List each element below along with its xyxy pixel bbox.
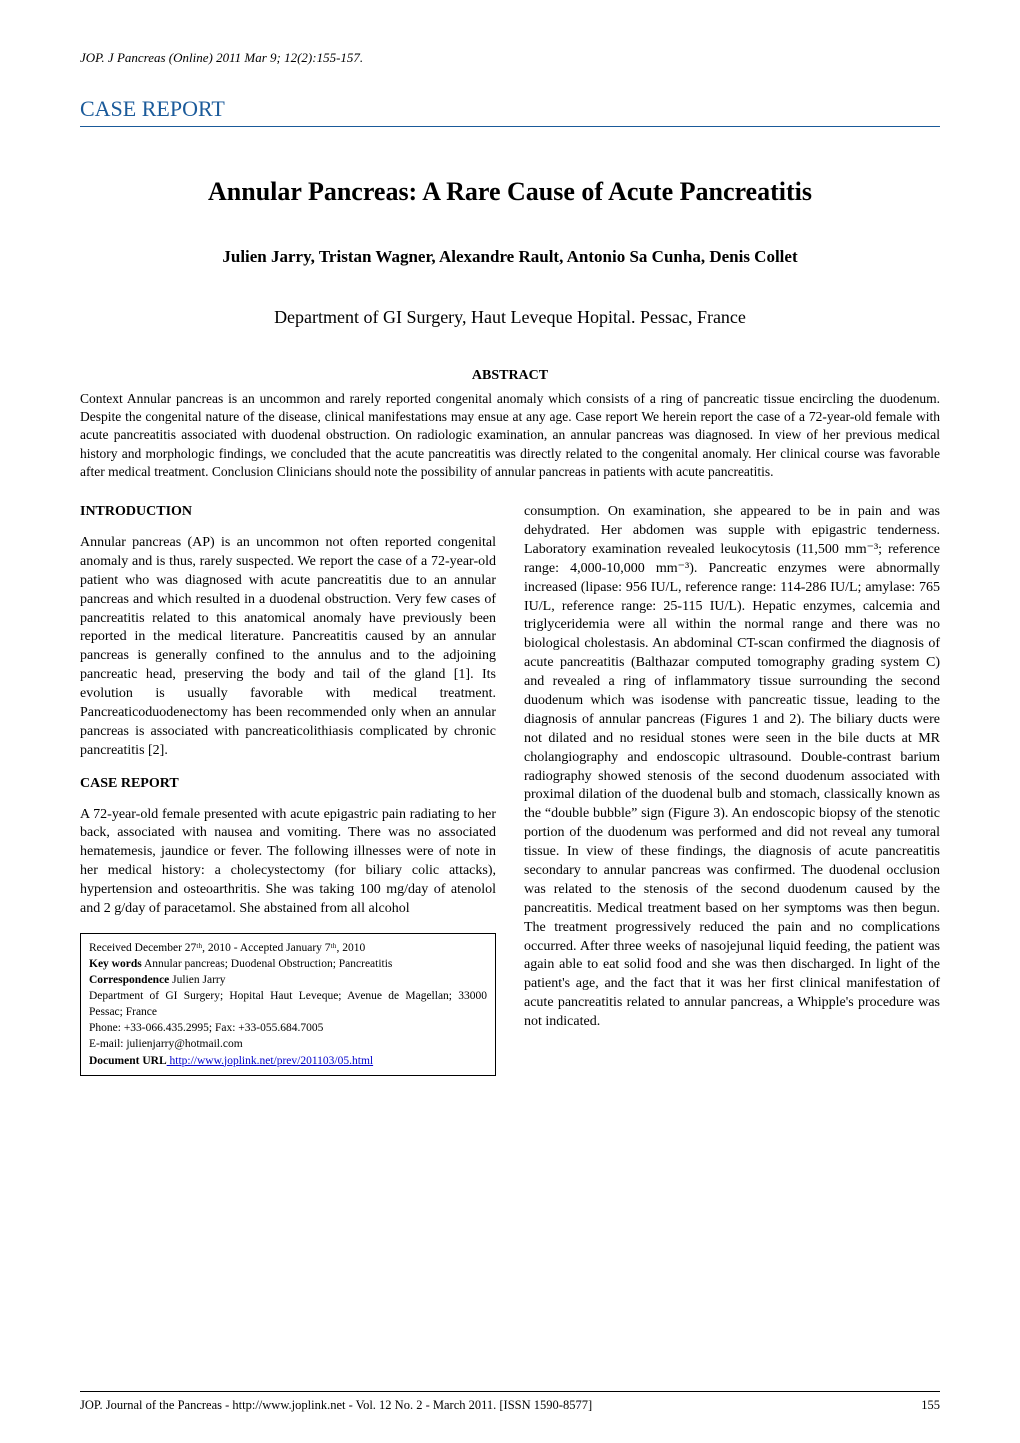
case-report-heading: CASE REPORT [80, 775, 496, 794]
affiliation: Department of GI Surgery, Haut Leveque H… [80, 307, 940, 328]
author-list: Julien Jarry, Tristan Wagner, Alexandre … [80, 247, 940, 267]
url-label: Document URL [89, 1055, 167, 1067]
abstract-text: Context Annular pancreas is an uncommon … [80, 390, 940, 481]
keywords-label: Key words [89, 958, 142, 970]
case-paragraph-2: consumption. On examination, she appeare… [524, 503, 940, 1032]
correspondence-name: Julien Jarry [169, 974, 225, 986]
correspondence-line: Correspondence Julien Jarry [89, 972, 487, 988]
phone-line: Phone: +33-066.435.2995; Fax: +33-055.68… [89, 1020, 487, 1036]
correspondence-label: Correspondence [89, 974, 169, 986]
page-footer: JOP. Journal of the Pancreas - http://ww… [80, 1391, 940, 1413]
section-label: CASE REPORT [80, 96, 940, 122]
running-header: JOP. J Pancreas (Online) 2011 Mar 9; 12(… [80, 50, 940, 66]
keywords-line: Key words Annular pancreas; Duodenal Obs… [89, 956, 487, 972]
email-line: E-mail: julienjarry@hotmail.com [89, 1036, 487, 1052]
footer-left: JOP. Journal of the Pancreas - http://ww… [80, 1398, 592, 1413]
case-paragraph-1: A 72-year-old female presented with acut… [80, 806, 496, 919]
correspondence-box: Received December 27ᵗʰ, 2010 - Accepted … [80, 933, 496, 1076]
keywords-text: Annular pancreas; Duodenal Obstruction; … [142, 958, 393, 970]
received-line: Received December 27ᵗʰ, 2010 - Accepted … [89, 940, 487, 956]
url-line: Document URL http://www.joplink.net/prev… [89, 1053, 487, 1069]
page-container: JOP. J Pancreas (Online) 2011 Mar 9; 12(… [0, 0, 1020, 1443]
body-columns: INTRODUCTION Annular pancreas (AP) is an… [80, 503, 940, 1076]
document-url-link[interactable]: http://www.joplink.net/prev/201103/05.ht… [167, 1055, 373, 1067]
article-title: Annular Pancreas: A Rare Cause of Acute … [80, 177, 940, 207]
section-rule [80, 126, 940, 127]
footer-page-number: 155 [921, 1398, 940, 1413]
intro-paragraph: Annular pancreas (AP) is an uncommon not… [80, 534, 496, 761]
department-line: Department of GI Surgery; Hopital Haut L… [89, 988, 487, 1020]
abstract-heading: ABSTRACT [80, 368, 940, 384]
intro-heading: INTRODUCTION [80, 503, 496, 522]
